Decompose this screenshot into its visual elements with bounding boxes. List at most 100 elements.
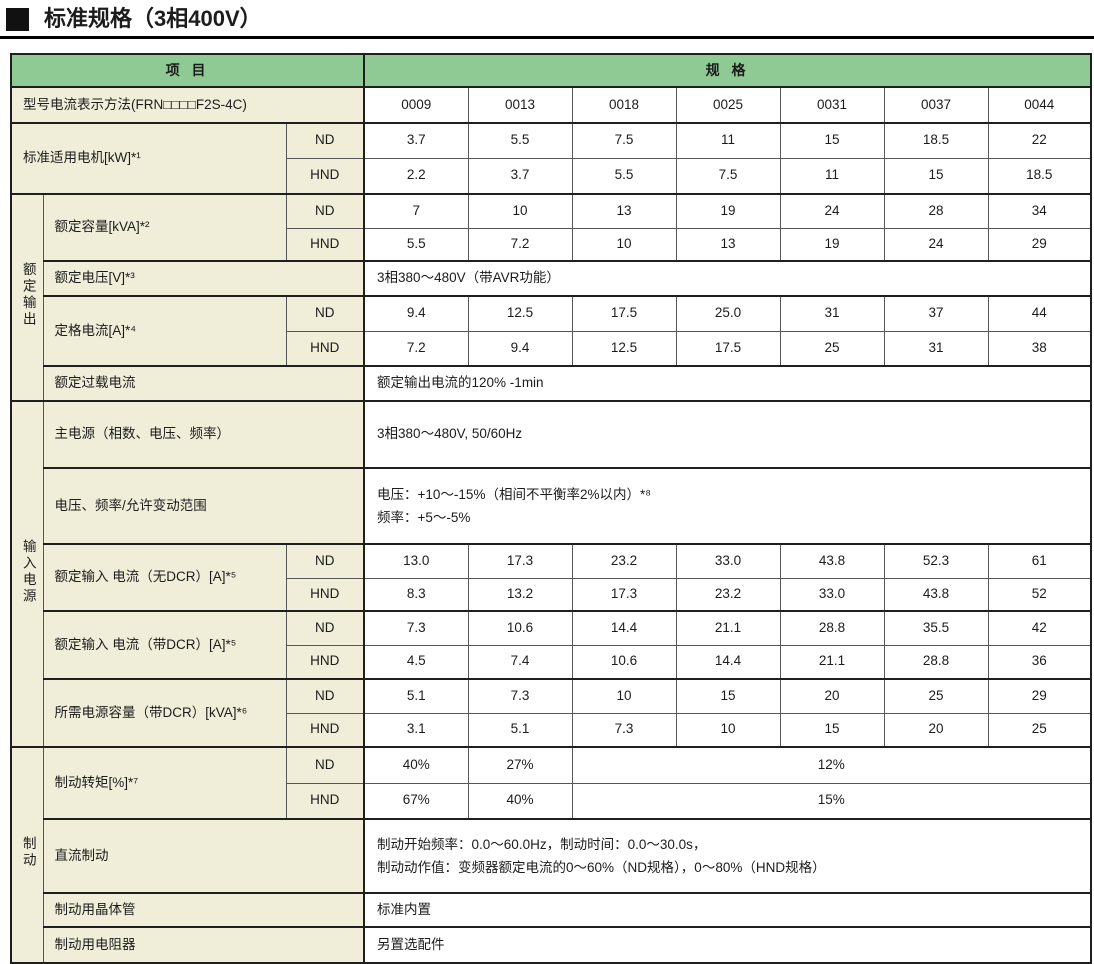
hnd-label: HND (285, 577, 365, 612)
motor-nd-row: 标准适用电机[kW]*¹ ND 3.7 5.5 7.5 11 15 18.5 2… (10, 122, 1092, 195)
model-code: 0031 (779, 86, 885, 124)
value-cell-merged: 15% (571, 782, 1092, 820)
value-cell: 21.1 (779, 644, 885, 680)
overload-row: 额定过载电流 额定输出电流的120% -1min (11, 365, 1092, 402)
value-cell: 10 (467, 193, 573, 229)
voltage-row: 额定电压[V]*³ 3相380～480V（带AVR功能） (11, 260, 1092, 297)
value-cell: 67% (363, 782, 469, 820)
label-voltage: 额定电压[V]*³ (42, 260, 365, 297)
value-cell: 31 (779, 295, 885, 332)
model-code: 0013 (467, 86, 573, 124)
page-title: 标准规格（3相400V） (44, 6, 262, 31)
nd-label: ND (285, 122, 365, 159)
fluctuation-row: 电压、频率/允许变动范围 电压：+10～-15%（相间不平衡率2%以内）*⁸ 频… (11, 467, 1092, 545)
label-input-no-dcr: 额定输入 电流（无DCR）[A]*⁵ (42, 543, 287, 612)
label-braking-torque: 制动转矩[%]*⁷ (42, 746, 287, 820)
value-cell: 9.4 (363, 295, 469, 332)
required-capacity-nd-row: 所需电源容量（带DCR）[kVA]*⁶ ND 5.1 7.3 10 15 20 … (11, 678, 1092, 748)
value-cell: 10 (571, 227, 677, 262)
value-cell: 5.5 (467, 122, 573, 159)
overload-value: 额定输出电流的120% -1min (363, 365, 1092, 402)
value-cell: 13 (571, 193, 677, 229)
group-rated-output: 额定输出 (10, 193, 44, 402)
value-cell: 27% (467, 746, 573, 784)
value-cell: 3.7 (363, 122, 469, 159)
dc-braking-line1: 制动开始频率：0.0～60.0Hz，制动时间：0.0～30.0s， (377, 837, 707, 852)
label-dc-braking: 直流制动 (42, 818, 365, 894)
group-rated-output-label: 额定输出 (20, 262, 36, 329)
value-cell: 12.5 (571, 330, 677, 367)
value-cell: 40% (363, 746, 469, 784)
value-cell: 19 (675, 193, 781, 229)
value-cell: 35.5 (883, 610, 989, 646)
value-cell-merged: 12% (571, 746, 1092, 784)
mains-value: 3相380～480V, 50/60Hz (363, 400, 1092, 469)
label-braking-transistor: 制动用晶体管 (42, 892, 365, 928)
value-cell: 17.5 (675, 330, 781, 367)
value-cell: 3.7 (467, 157, 573, 195)
value-cell: 7.5 (571, 122, 677, 159)
value-cell: 33.0 (675, 543, 781, 579)
spec-header: 规 格 (363, 53, 1092, 88)
section-title-row: 标准规格（3相400V） (0, 0, 1094, 33)
braking-transistor-row: 制动用晶体管 标准内置 (11, 892, 1092, 928)
hnd-label: HND (285, 330, 365, 367)
group-input-power-label: 输入电源 (20, 538, 36, 605)
value-cell: 23.2 (675, 577, 781, 612)
value-cell: 14.4 (571, 610, 677, 646)
value-cell: 10 (675, 712, 781, 748)
value-cell: 34 (987, 193, 1092, 229)
value-cell: 11 (675, 122, 781, 159)
hnd-label: HND (285, 712, 365, 748)
value-cell: 18.5 (883, 122, 989, 159)
value-cell: 61 (987, 543, 1092, 579)
model-row: 型号电流表示方法(FRN□□□□F2S-4C) 0009 0013 0018 0… (10, 86, 1092, 124)
header-row: 项 目 规 格 (10, 53, 1092, 88)
value-cell: 28.8 (883, 644, 989, 680)
value-cell: 11 (779, 157, 885, 195)
value-cell: 25 (779, 330, 885, 367)
value-cell: 23.2 (571, 543, 677, 579)
group-braking-label: 制动 (20, 836, 36, 870)
value-cell: 15 (883, 157, 989, 195)
value-cell: 8.3 (363, 577, 469, 612)
current-nd-row: 定格电流[A]*⁴ ND 9.4 12.5 17.5 25.0 31 37 44 (11, 295, 1092, 367)
nd-label: ND (285, 193, 365, 229)
braking-transistor-value: 标准内置 (363, 892, 1092, 928)
value-cell: 28.8 (779, 610, 885, 646)
label-input-dcr: 额定输入 电流（带DCR）[A]*⁵ (42, 610, 287, 680)
value-cell: 33.0 (779, 577, 885, 612)
value-cell: 5.5 (571, 157, 677, 195)
value-cell: 7.4 (467, 644, 573, 680)
value-cell: 10.6 (467, 610, 573, 646)
value-cell: 43.8 (779, 543, 885, 579)
model-code: 0037 (883, 86, 989, 124)
value-cell: 17.3 (571, 577, 677, 612)
hnd-label: HND (285, 644, 365, 680)
value-cell: 13.0 (363, 543, 469, 579)
fluctuation-value: 电压：+10～-15%（相间不平衡率2%以内）*⁸ 频率：+5～-5% (363, 467, 1092, 545)
value-cell: 10 (571, 678, 677, 714)
item-header: 项 目 (10, 53, 365, 88)
value-cell: 7.3 (363, 610, 469, 646)
value-cell: 12.5 (467, 295, 573, 332)
value-cell: 7 (363, 193, 469, 229)
dc-braking-line2: 制动动作值：变频器额定电流的0～60%（ND规格），0～80%（HND规格） (377, 860, 826, 875)
value-cell: 7.5 (675, 157, 781, 195)
value-cell: 24 (883, 227, 989, 262)
nd-label: ND (285, 295, 365, 332)
value-cell: 10.6 (571, 644, 677, 680)
mains-row: 输入电源 主电源（相数、电压、频率） 3相380～480V, 50/60Hz (10, 400, 1092, 748)
value-cell: 5.5 (363, 227, 469, 262)
value-cell: 7.3 (467, 678, 573, 714)
label-required-capacity: 所需电源容量（带DCR）[kVA]*⁶ (42, 678, 287, 748)
value-cell: 28 (883, 193, 989, 229)
label-motor: 标准适用电机[kW]*¹ (10, 122, 287, 195)
value-cell: 13.2 (467, 577, 573, 612)
value-cell: 20 (779, 678, 885, 714)
value-cell: 36 (987, 644, 1092, 680)
spec-table: 项 目 规 格 型号电流表示方法(FRN□□□□F2S-4C) 0009 001… (10, 53, 1092, 964)
label-capacity: 额定容量[kVA]*² (42, 193, 287, 262)
hnd-label: HND (285, 157, 365, 195)
